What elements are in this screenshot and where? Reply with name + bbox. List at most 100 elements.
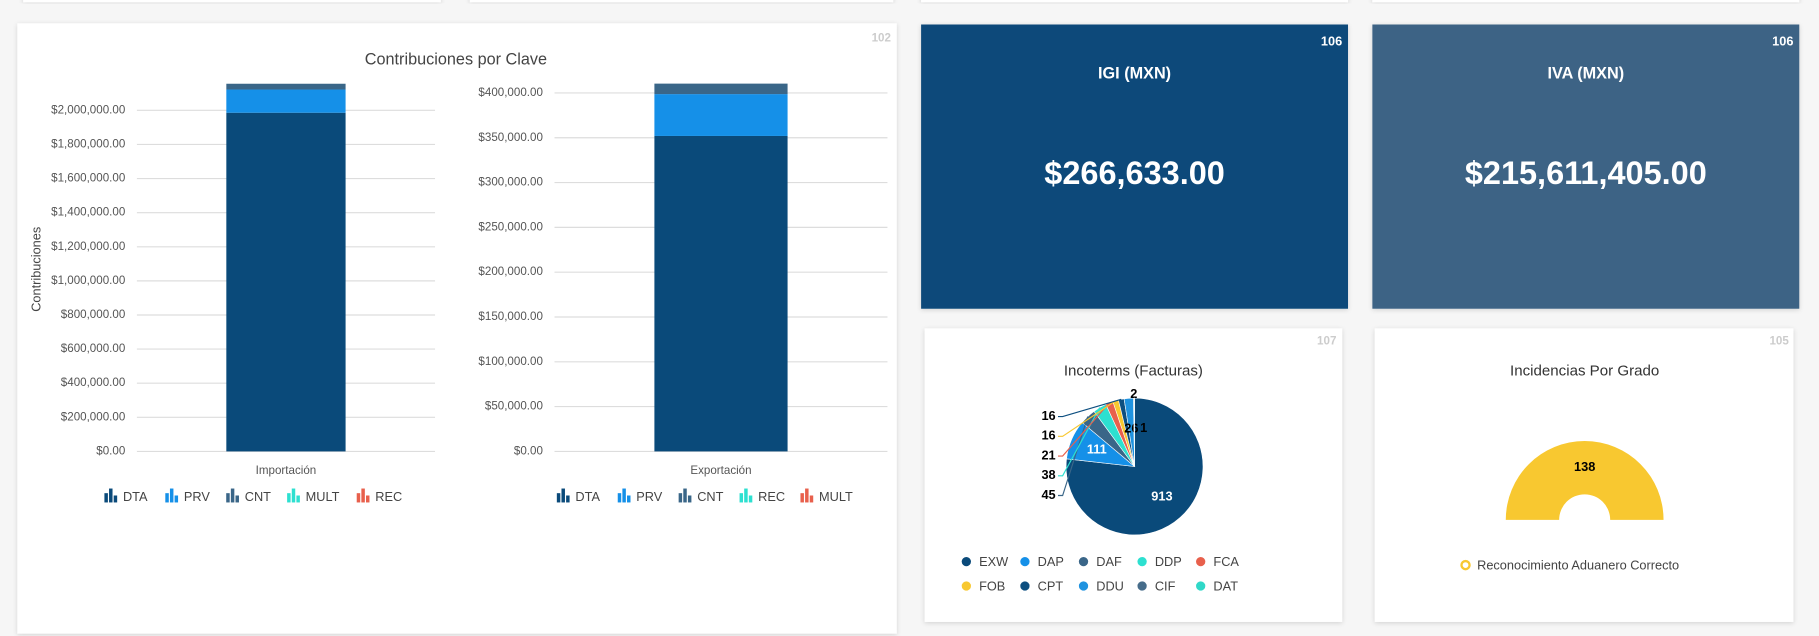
kpi-card bbox=[921, 24, 1349, 309]
legend-label: REC bbox=[375, 489, 402, 504]
legend-icon bbox=[678, 493, 683, 503]
legend-icon bbox=[961, 581, 971, 591]
y-tick-label: $400,000.00 bbox=[478, 86, 542, 99]
legend-icon bbox=[627, 495, 631, 503]
legend-label: DAT bbox=[1213, 579, 1238, 594]
pie-slice bbox=[1065, 397, 1204, 536]
x-tick-label: Importación bbox=[256, 464, 317, 477]
legend-icon bbox=[235, 495, 239, 503]
legend-icon bbox=[174, 495, 179, 503]
legend-icon bbox=[1078, 581, 1089, 591]
card-badge: 105 bbox=[1769, 334, 1789, 347]
y-tick-label: $200,000.00 bbox=[61, 410, 125, 423]
legend-icon bbox=[291, 488, 296, 503]
data-label: 913 bbox=[1151, 488, 1172, 503]
leader-line bbox=[1057, 407, 1101, 477]
leader-line bbox=[1057, 416, 1089, 497]
legend-icon bbox=[683, 488, 687, 503]
legend-icon bbox=[556, 493, 561, 503]
y-tick-label: $1,000,000.00 bbox=[51, 274, 125, 287]
legend-label: PRV bbox=[184, 489, 210, 504]
card-badge: 107 bbox=[1317, 334, 1336, 347]
legend-icon bbox=[113, 495, 118, 503]
legend-label: CNT bbox=[697, 489, 723, 504]
card-partial bbox=[1372, 0, 1800, 3]
legend-icon bbox=[1020, 581, 1030, 591]
chart-title: Incidencias Por Grado bbox=[1510, 362, 1659, 379]
legend-label: DTA bbox=[575, 489, 600, 504]
legend-label: FOB bbox=[979, 579, 1005, 594]
kpi-value: $266,633.00 bbox=[1044, 155, 1225, 191]
chart-title: Contribuciones por Clave bbox=[365, 51, 547, 69]
chart-title: Incoterms (Facturas) bbox=[1064, 362, 1203, 379]
legend-icon bbox=[687, 495, 692, 503]
legend-label: DDP bbox=[1155, 554, 1182, 569]
legend-label: REC bbox=[758, 489, 785, 504]
legend-icon bbox=[287, 493, 291, 503]
legend-icon bbox=[169, 488, 174, 503]
y-tick-label: $1,400,000.00 bbox=[51, 206, 125, 219]
y-tick-label: $200,000.00 bbox=[478, 265, 542, 278]
legend-icon bbox=[566, 495, 570, 503]
legend-label: DDU bbox=[1096, 579, 1124, 594]
y-tick-label: $1,200,000.00 bbox=[51, 240, 125, 253]
legend-label: CNT bbox=[245, 489, 271, 504]
data-label: 38 bbox=[1041, 467, 1055, 482]
y-tick-label: $0.00 bbox=[96, 444, 125, 457]
legend-icon bbox=[748, 495, 753, 503]
legend-icon bbox=[366, 495, 370, 503]
y-tick-label: $250,000.00 bbox=[478, 220, 542, 233]
legend-label: DAF bbox=[1096, 554, 1122, 569]
legend-icon bbox=[1196, 556, 1206, 567]
legend-label: CIF bbox=[1155, 579, 1176, 594]
bar-segment bbox=[226, 89, 346, 113]
data-label: 138 bbox=[1574, 459, 1595, 474]
legend-label: CPT bbox=[1038, 579, 1064, 594]
leader-line bbox=[1057, 402, 1110, 457]
legend-icon bbox=[617, 493, 622, 503]
legend-icon bbox=[561, 488, 565, 503]
card-partial bbox=[921, 0, 1349, 3]
kpi-card bbox=[1372, 24, 1800, 309]
kpi-title: IVA (MXN) bbox=[1547, 65, 1624, 83]
card-partial bbox=[23, 0, 441, 3]
data-label: 2 bbox=[1130, 386, 1137, 401]
legend-label: PRV bbox=[636, 489, 662, 504]
data-label: 16 bbox=[1041, 408, 1055, 423]
y-tick-label: $350,000.00 bbox=[478, 131, 542, 144]
legend-icon bbox=[1137, 556, 1147, 567]
y-tick-label: $50,000.00 bbox=[485, 400, 543, 413]
y-tick-label: $0.00 bbox=[514, 444, 543, 457]
y-tick-label: $1,600,000.00 bbox=[51, 172, 125, 185]
legend-icon bbox=[809, 495, 814, 503]
legend-icon bbox=[622, 488, 626, 503]
legend-icon bbox=[961, 556, 971, 567]
y-tick-label: $100,000.00 bbox=[478, 355, 542, 368]
y-tick-label: $800,000.00 bbox=[61, 308, 125, 321]
gauge-segment bbox=[1505, 440, 1664, 520]
legend-icon bbox=[296, 495, 300, 503]
leader-line bbox=[1057, 400, 1116, 437]
legend-icon bbox=[739, 493, 744, 503]
legend-label: EXW bbox=[979, 554, 1008, 569]
data-label: 21 bbox=[1041, 447, 1055, 462]
y-tick-label: $600,000.00 bbox=[61, 342, 125, 355]
data-label: 26 bbox=[1124, 420, 1138, 435]
bar-segment bbox=[226, 112, 346, 452]
data-label: 16 bbox=[1041, 428, 1055, 443]
legend-icon bbox=[165, 493, 169, 503]
y-tick-label: $2,000,000.00 bbox=[51, 103, 125, 116]
legend-icon bbox=[109, 488, 113, 503]
data-label: 45 bbox=[1041, 487, 1055, 502]
card-badge: 106 bbox=[1772, 33, 1793, 48]
y-tick-label: $150,000.00 bbox=[478, 310, 542, 323]
y-tick-label: $300,000.00 bbox=[478, 176, 542, 189]
legend-icon bbox=[1196, 581, 1206, 591]
leader-line bbox=[1057, 398, 1122, 418]
legend-icon bbox=[744, 488, 748, 503]
kpi-value: $215,611,405.00 bbox=[1465, 155, 1707, 191]
bar-segment bbox=[654, 83, 788, 95]
card-badge: 102 bbox=[872, 31, 891, 44]
